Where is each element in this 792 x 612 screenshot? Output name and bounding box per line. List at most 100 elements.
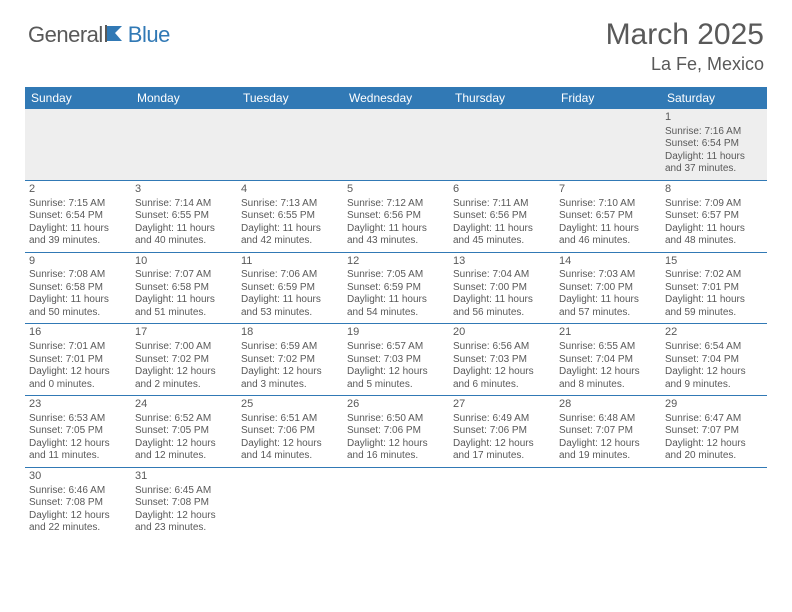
calendar-day-cell: 22Sunrise: 6:54 AMSunset: 7:04 PMDayligh… <box>661 324 767 396</box>
calendar-day-cell: 4Sunrise: 7:13 AMSunset: 6:55 PMDaylight… <box>237 180 343 252</box>
calendar-week-row: 30Sunrise: 6:46 AMSunset: 7:08 PMDayligh… <box>25 467 767 538</box>
day-info: Sunrise: 7:12 AMSunset: 6:56 PMDaylight:… <box>347 198 445 248</box>
calendar-day-cell: 27Sunrise: 6:49 AMSunset: 7:06 PMDayligh… <box>449 396 555 468</box>
day-info: Sunrise: 6:49 AMSunset: 7:06 PMDaylight:… <box>453 413 551 463</box>
calendar-day-cell <box>555 467 661 538</box>
day-number: 2 <box>29 183 127 197</box>
day-info: Sunrise: 7:06 AMSunset: 6:59 PMDaylight:… <box>241 269 339 319</box>
weekday-header: Wednesday <box>343 87 449 109</box>
calendar-week-row: 16Sunrise: 7:01 AMSunset: 7:01 PMDayligh… <box>25 324 767 396</box>
calendar-day-cell: 9Sunrise: 7:08 AMSunset: 6:58 PMDaylight… <box>25 252 131 324</box>
day-number: 22 <box>665 326 763 340</box>
day-info: Sunrise: 6:53 AMSunset: 7:05 PMDaylight:… <box>29 413 127 463</box>
day-info: Sunrise: 7:04 AMSunset: 7:00 PMDaylight:… <box>453 269 551 319</box>
calendar-day-cell: 16Sunrise: 7:01 AMSunset: 7:01 PMDayligh… <box>25 324 131 396</box>
day-info: Sunrise: 7:03 AMSunset: 7:00 PMDaylight:… <box>559 269 657 319</box>
day-info: Sunrise: 7:15 AMSunset: 6:54 PMDaylight:… <box>29 198 127 248</box>
calendar-day-cell: 13Sunrise: 7:04 AMSunset: 7:00 PMDayligh… <box>449 252 555 324</box>
day-info: Sunrise: 7:09 AMSunset: 6:57 PMDaylight:… <box>665 198 763 248</box>
weekday-header: Saturday <box>661 87 767 109</box>
day-number: 16 <box>29 326 127 340</box>
calendar-day-cell: 30Sunrise: 6:46 AMSunset: 7:08 PMDayligh… <box>25 467 131 538</box>
day-info: Sunrise: 7:11 AMSunset: 6:56 PMDaylight:… <box>453 198 551 248</box>
day-number: 11 <box>241 255 339 269</box>
calendar-day-cell <box>449 109 555 180</box>
calendar-week-row: 1Sunrise: 7:16 AMSunset: 6:54 PMDaylight… <box>25 109 767 180</box>
logo-text-general: General <box>28 22 103 48</box>
calendar-day-cell: 6Sunrise: 7:11 AMSunset: 6:56 PMDaylight… <box>449 180 555 252</box>
calendar-day-cell: 12Sunrise: 7:05 AMSunset: 6:59 PMDayligh… <box>343 252 449 324</box>
day-number: 10 <box>135 255 233 269</box>
day-number: 31 <box>135 470 233 484</box>
calendar-week-row: 23Sunrise: 6:53 AMSunset: 7:05 PMDayligh… <box>25 396 767 468</box>
day-info: Sunrise: 7:16 AMSunset: 6:54 PMDaylight:… <box>665 126 763 176</box>
day-number: 21 <box>559 326 657 340</box>
calendar-week-row: 2Sunrise: 7:15 AMSunset: 6:54 PMDaylight… <box>25 180 767 252</box>
day-info: Sunrise: 7:14 AMSunset: 6:55 PMDaylight:… <box>135 198 233 248</box>
day-number: 6 <box>453 183 551 197</box>
day-number: 23 <box>29 398 127 412</box>
calendar-day-cell <box>25 109 131 180</box>
day-info: Sunrise: 6:54 AMSunset: 7:04 PMDaylight:… <box>665 341 763 391</box>
day-number: 17 <box>135 326 233 340</box>
calendar-day-cell: 20Sunrise: 6:56 AMSunset: 7:03 PMDayligh… <box>449 324 555 396</box>
weekday-header: Thursday <box>449 87 555 109</box>
calendar-day-cell: 3Sunrise: 7:14 AMSunset: 6:55 PMDaylight… <box>131 180 237 252</box>
calendar-day-cell: 29Sunrise: 6:47 AMSunset: 7:07 PMDayligh… <box>661 396 767 468</box>
day-number: 5 <box>347 183 445 197</box>
title-block: March 2025 La Fe, Mexico <box>606 18 764 75</box>
day-info: Sunrise: 6:52 AMSunset: 7:05 PMDaylight:… <box>135 413 233 463</box>
header: General Blue March 2025 La Fe, Mexico <box>0 0 792 79</box>
day-info: Sunrise: 7:13 AMSunset: 6:55 PMDaylight:… <box>241 198 339 248</box>
day-number: 30 <box>29 470 127 484</box>
day-number: 24 <box>135 398 233 412</box>
day-info: Sunrise: 7:10 AMSunset: 6:57 PMDaylight:… <box>559 198 657 248</box>
weekday-header: Sunday <box>25 87 131 109</box>
calendar-day-cell <box>555 109 661 180</box>
month-title: March 2025 <box>606 18 764 52</box>
calendar-day-cell <box>343 109 449 180</box>
day-number: 25 <box>241 398 339 412</box>
weekday-header: Tuesday <box>237 87 343 109</box>
day-info: Sunrise: 6:46 AMSunset: 7:08 PMDaylight:… <box>29 485 127 535</box>
calendar-day-cell: 2Sunrise: 7:15 AMSunset: 6:54 PMDaylight… <box>25 180 131 252</box>
day-info: Sunrise: 6:45 AMSunset: 7:08 PMDaylight:… <box>135 485 233 535</box>
day-info: Sunrise: 6:48 AMSunset: 7:07 PMDaylight:… <box>559 413 657 463</box>
day-info: Sunrise: 6:56 AMSunset: 7:03 PMDaylight:… <box>453 341 551 391</box>
calendar-day-cell: 5Sunrise: 7:12 AMSunset: 6:56 PMDaylight… <box>343 180 449 252</box>
day-number: 13 <box>453 255 551 269</box>
day-number: 9 <box>29 255 127 269</box>
day-number: 20 <box>453 326 551 340</box>
logo: General Blue <box>28 22 170 48</box>
weekday-header: Friday <box>555 87 661 109</box>
day-info: Sunrise: 7:00 AMSunset: 7:02 PMDaylight:… <box>135 341 233 391</box>
calendar-day-cell: 18Sunrise: 6:59 AMSunset: 7:02 PMDayligh… <box>237 324 343 396</box>
day-number: 15 <box>665 255 763 269</box>
day-info: Sunrise: 6:55 AMSunset: 7:04 PMDaylight:… <box>559 341 657 391</box>
day-number: 8 <box>665 183 763 197</box>
calendar-day-cell: 25Sunrise: 6:51 AMSunset: 7:06 PMDayligh… <box>237 396 343 468</box>
calendar-day-cell: 11Sunrise: 7:06 AMSunset: 6:59 PMDayligh… <box>237 252 343 324</box>
day-info: Sunrise: 6:51 AMSunset: 7:06 PMDaylight:… <box>241 413 339 463</box>
calendar-day-cell: 24Sunrise: 6:52 AMSunset: 7:05 PMDayligh… <box>131 396 237 468</box>
calendar-day-cell: 19Sunrise: 6:57 AMSunset: 7:03 PMDayligh… <box>343 324 449 396</box>
calendar-day-cell <box>449 467 555 538</box>
calendar-day-cell <box>661 467 767 538</box>
day-number: 27 <box>453 398 551 412</box>
logo-text-blue: Blue <box>128 22 170 48</box>
calendar-day-cell: 26Sunrise: 6:50 AMSunset: 7:06 PMDayligh… <box>343 396 449 468</box>
day-info: Sunrise: 7:05 AMSunset: 6:59 PMDaylight:… <box>347 269 445 319</box>
calendar-day-cell: 7Sunrise: 7:10 AMSunset: 6:57 PMDaylight… <box>555 180 661 252</box>
calendar-day-cell: 28Sunrise: 6:48 AMSunset: 7:07 PMDayligh… <box>555 396 661 468</box>
calendar-day-cell: 8Sunrise: 7:09 AMSunset: 6:57 PMDaylight… <box>661 180 767 252</box>
location: La Fe, Mexico <box>606 54 764 75</box>
flag-icon <box>105 24 127 47</box>
calendar-day-cell: 15Sunrise: 7:02 AMSunset: 7:01 PMDayligh… <box>661 252 767 324</box>
day-number: 28 <box>559 398 657 412</box>
day-number: 7 <box>559 183 657 197</box>
calendar-week-row: 9Sunrise: 7:08 AMSunset: 6:58 PMDaylight… <box>25 252 767 324</box>
day-number: 4 <box>241 183 339 197</box>
calendar-day-cell <box>131 109 237 180</box>
calendar-day-cell <box>343 467 449 538</box>
calendar-day-cell <box>237 109 343 180</box>
